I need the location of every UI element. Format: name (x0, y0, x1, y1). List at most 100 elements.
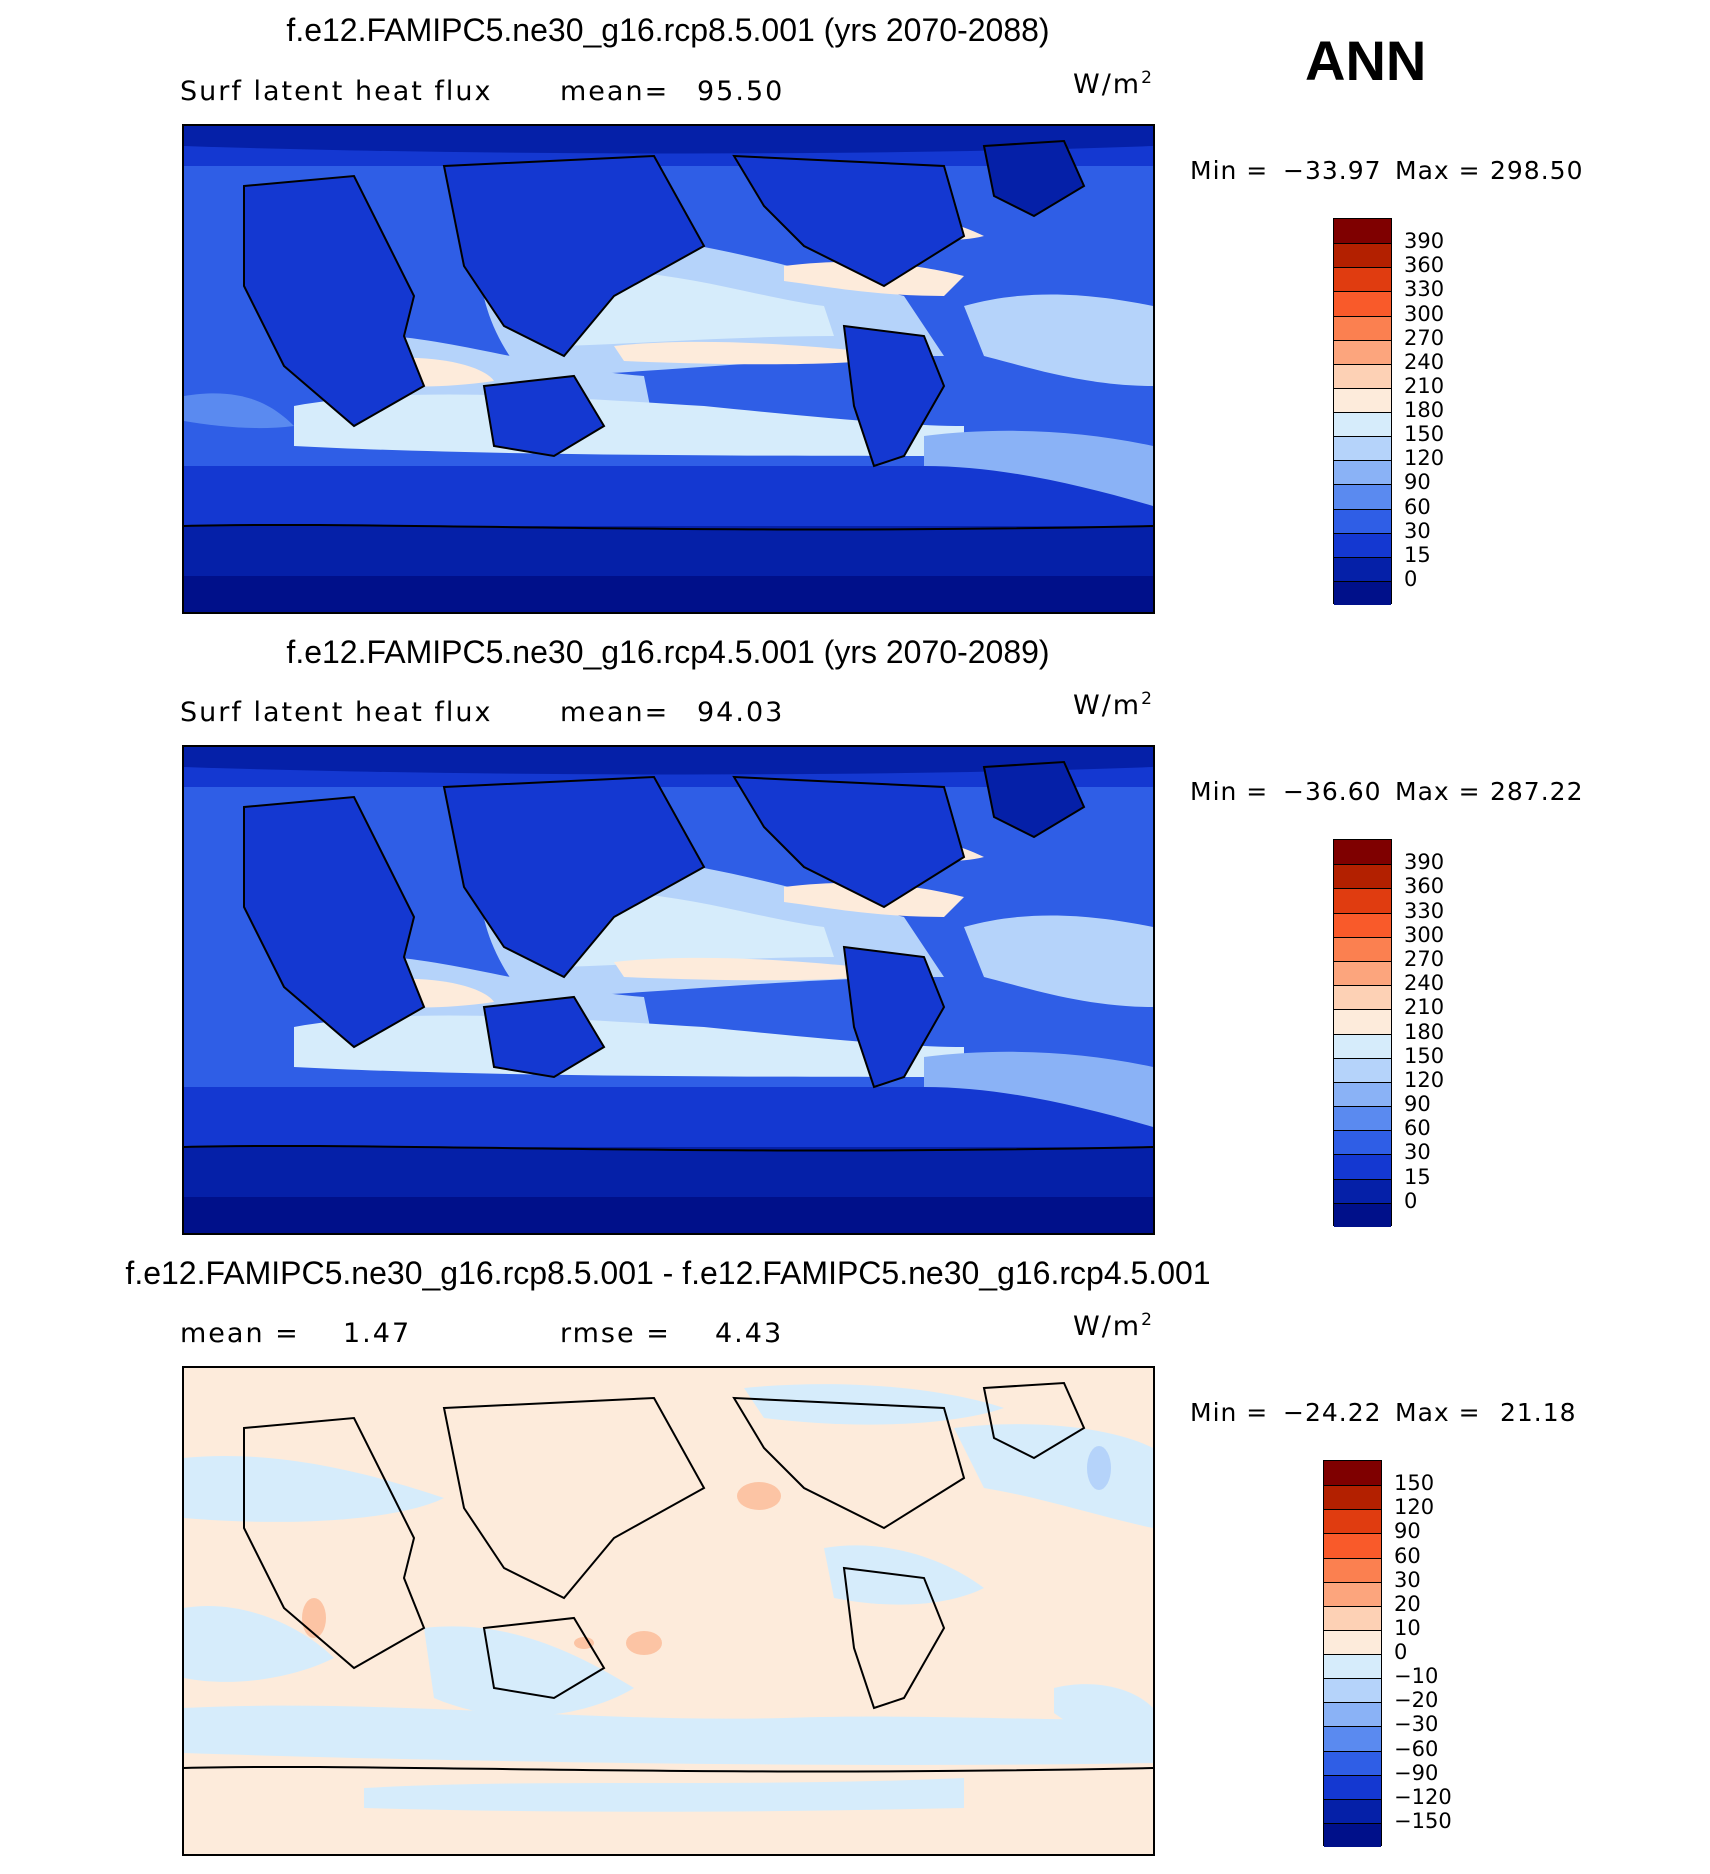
panel-1-colorbar (1333, 218, 1392, 605)
colorbar-swatch (1334, 1033, 1391, 1058)
panel-3-map (182, 1366, 1155, 1856)
colorbar-tick-label: 30 (1404, 1140, 1431, 1165)
colorbar-swatch (1334, 484, 1391, 509)
panel-2-mean-value: 94.03 (697, 697, 785, 728)
colorbar-swatch (1334, 960, 1391, 986)
colorbar-swatch (1334, 267, 1391, 292)
colorbar-swatch (1324, 1798, 1381, 1823)
colorbar-swatch (1324, 1605, 1381, 1630)
colorbar-swatch (1334, 985, 1391, 1010)
panel-2-field (184, 747, 1153, 1233)
colorbar-swatch (1324, 1557, 1381, 1582)
colorbar-tick-label: 0 (1394, 1640, 1408, 1664)
colorbar-swatch (1334, 460, 1391, 485)
colorbar-swatch (1324, 1822, 1381, 1847)
panel-1-min-value: −33.97 (1283, 156, 1382, 185)
colorbar-swatch (1324, 1509, 1381, 1534)
colorbar-swatch (1334, 1178, 1391, 1203)
colorbar-tick-label: 120 (1404, 1067, 1445, 1092)
panel-2-mean-label: mean= (560, 697, 670, 728)
colorbar-swatch (1324, 1678, 1381, 1703)
panel-2-title: f.e12.FAMIPC5.ne30_g16.rcp4.5.001 (yrs 2… (286, 634, 1050, 670)
colorbar-swatch (1324, 1461, 1381, 1486)
panel-1-mean-value: 95.50 (697, 76, 785, 107)
colorbar-tick-label: 360 (1404, 253, 1445, 278)
colorbar-swatch (1334, 888, 1391, 913)
colorbar-tick-label: 300 (1404, 922, 1445, 947)
colorbar-tick-label: 15 (1404, 1164, 1431, 1189)
panel-3-mean-label: mean = (180, 1318, 300, 1349)
panel-3-max-label: Max = (1395, 1398, 1481, 1427)
colorbar-swatch (1334, 315, 1391, 340)
colorbar-tick-label: 300 (1404, 301, 1445, 326)
colorbar-tick-label: 90 (1404, 1092, 1431, 1117)
colorbar-swatch (1334, 291, 1391, 316)
panel-2-max-value: 287.22 (1490, 777, 1584, 806)
colorbar-swatch (1334, 1106, 1391, 1131)
colorbar-tick-label: −30 (1394, 1712, 1439, 1737)
panel-3-rmse-value: 4.43 (715, 1318, 784, 1349)
colorbar-swatch (1334, 219, 1391, 244)
panel-3-title: f.e12.FAMIPC5.ne30_g16.rcp8.5.001 - f.e1… (125, 1255, 1211, 1291)
colorbar-tick-label: 15 (1404, 542, 1431, 567)
colorbar-tick-label: 360 (1404, 874, 1445, 899)
colorbar-tick-label: 60 (1404, 1116, 1431, 1141)
colorbar-swatch (1334, 1202, 1391, 1227)
colorbar-tick-label: −60 (1394, 1736, 1439, 1761)
colorbar-tick-label: 30 (1394, 1567, 1421, 1592)
colorbar-swatch (1334, 556, 1391, 581)
colorbar-swatch (1324, 1774, 1381, 1799)
panel-1-field (184, 126, 1153, 612)
panel-1-min-label: Min = (1190, 156, 1269, 185)
colorbar-swatch (1334, 1130, 1391, 1155)
colorbar-tick-label: 60 (1394, 1543, 1421, 1568)
colorbar-tick-label: 120 (1394, 1495, 1435, 1520)
panel-1-variable-label: Surf latent heat flux (180, 76, 493, 107)
panel-1-title: f.e12.FAMIPC5.ne30_g16.rcp8.5.001 (yrs 2… (286, 12, 1050, 48)
colorbar-tick-label: −150 (1394, 1808, 1452, 1833)
colorbar-tick-label: −20 (1394, 1688, 1439, 1713)
panel-3-min-value: −24.22 (1283, 1398, 1382, 1427)
colorbar-swatch (1324, 1702, 1381, 1727)
colorbar-swatch (1334, 1057, 1391, 1082)
panel-1-max-value: 298.50 (1490, 156, 1584, 185)
panel-1-max-label: Max = (1395, 156, 1481, 185)
colorbar-tick-label: 0 (1404, 1188, 1418, 1213)
colorbar-tick-label: 150 (1394, 1471, 1435, 1496)
colorbar-tick-label: −120 (1394, 1784, 1452, 1809)
colorbar-tick-label: 150 (1404, 422, 1445, 447)
colorbar-swatch (1334, 912, 1391, 937)
panel-1-units: W/m2 (1073, 68, 1154, 100)
panel-2-map (182, 745, 1155, 1235)
panel-3-min-label: Min = (1190, 1398, 1269, 1427)
colorbar-tick-label: 180 (1404, 1019, 1445, 1044)
colorbar-tick-label: 390 (1404, 229, 1445, 254)
colorbar-tick-label: 180 (1404, 398, 1445, 422)
colorbar-tick-label: 120 (1404, 446, 1445, 471)
panel-3-mean-value: 1.47 (343, 1318, 412, 1349)
colorbar-tick-label: 210 (1404, 995, 1445, 1020)
colorbar-swatch (1334, 1154, 1391, 1179)
colorbar-tick-label: 150 (1404, 1043, 1445, 1068)
colorbar-swatch (1334, 387, 1391, 412)
panel-3-colorbar (1323, 1460, 1382, 1847)
colorbar-swatch (1324, 1750, 1381, 1775)
colorbar-swatch (1334, 363, 1391, 388)
panel-3-field (184, 1368, 1153, 1854)
colorbar-swatch (1334, 580, 1391, 605)
colorbar-tick-label: 330 (1404, 898, 1445, 923)
colorbar-tick-label: −10 (1394, 1664, 1439, 1689)
colorbar-tick-label: −90 (1394, 1760, 1439, 1785)
panel-2-colorbar (1333, 839, 1392, 1227)
colorbar-swatch (1334, 508, 1391, 533)
colorbar-tick-label: 30 (1404, 518, 1431, 543)
panel-1-map (182, 124, 1155, 614)
panel-2-max-label: Max = (1395, 777, 1481, 806)
colorbar-tick-label: 60 (1404, 494, 1431, 519)
season-label: ANN (1305, 29, 1427, 92)
colorbar-swatch (1334, 412, 1391, 437)
colorbar-swatch (1334, 1081, 1391, 1107)
colorbar-swatch (1334, 1009, 1391, 1034)
colorbar-tick-label: 240 (1404, 349, 1445, 374)
colorbar-swatch (1324, 1581, 1381, 1606)
